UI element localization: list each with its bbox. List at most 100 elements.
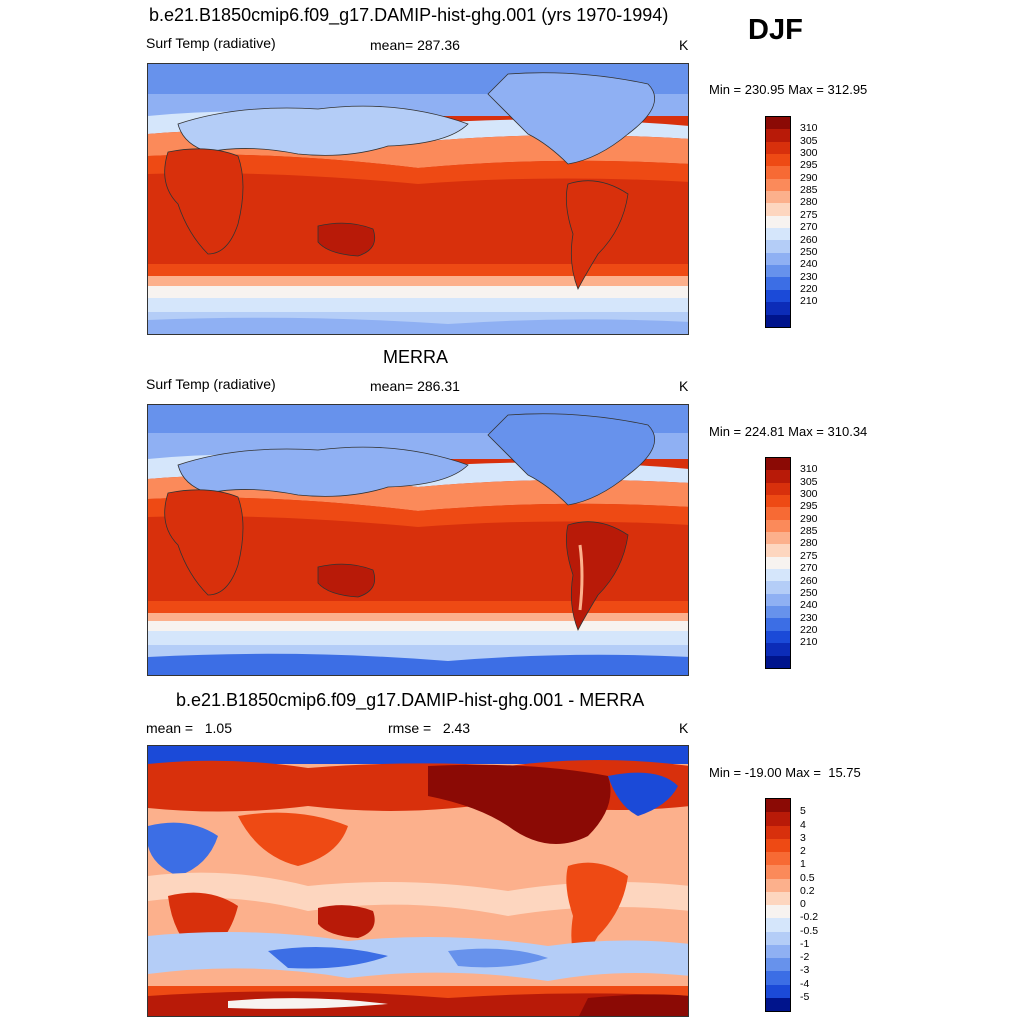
panel-3-rmse: rmse = 2.43 <box>388 720 471 736</box>
panel-2-map <box>147 404 689 676</box>
colorbar-tick-label: 230 <box>800 611 818 624</box>
panel-1-units: K <box>679 37 689 53</box>
colorbar-tick-label: 305 <box>800 134 818 147</box>
colorbar-tick-label: 275 <box>800 549 818 562</box>
colorbar-tick-label: -0.5 <box>800 924 819 937</box>
colorbar-swatch <box>766 178 790 192</box>
colorbar-swatch <box>766 277 790 290</box>
panel-1-minmax: Min = 230.95 Max = 312.95 <box>709 82 868 97</box>
colorbar-tick-label: 0.5 <box>800 871 815 884</box>
colorbar-tick-label: 250 <box>800 586 818 599</box>
colorbar-tick-label: 220 <box>800 282 818 295</box>
colorbar-tick-label: 260 <box>800 574 818 587</box>
colorbar-swatch <box>766 825 790 839</box>
colorbar-tick-label: 290 <box>800 171 818 184</box>
colorbar-swatch <box>766 302 790 315</box>
colorbar-tick-label: 260 <box>800 233 818 246</box>
panel-3-units: K <box>679 720 689 736</box>
colorbar-tick-label: 0 <box>800 898 806 910</box>
colorbar-swatch <box>766 838 790 852</box>
colorbar-tick-label: 295 <box>800 159 818 172</box>
panel-2-colorbar <box>765 457 791 669</box>
colorbar-swatch <box>766 495 790 508</box>
colorbar-tick-label: 295 <box>800 500 818 513</box>
colorbar-swatch <box>766 891 790 905</box>
colorbar-swatch <box>766 984 790 998</box>
colorbar-swatch <box>766 905 790 919</box>
colorbar-tick-label: 270 <box>800 562 818 575</box>
colorbar-swatch <box>766 997 790 1011</box>
colorbar-swatch <box>766 655 790 668</box>
colorbar-tick-label: 210 <box>800 295 818 308</box>
colorbar-swatch <box>766 519 790 533</box>
season-label: DJF <box>748 14 803 46</box>
colorbar-tick-label: -3 <box>800 964 810 977</box>
colorbar-tick-label: 5 <box>800 805 806 818</box>
colorbar-tick-label: 0.2 <box>800 884 815 897</box>
colorbar-swatch <box>766 606 790 619</box>
panel-2-mean: mean= 286.31 <box>370 378 460 394</box>
colorbar-swatch <box>766 191 790 204</box>
panel-1-title: b.e21.B1850cmip6.f09_g17.DAMIP-hist-ghg.… <box>149 5 669 25</box>
colorbar-tick-label: 310 <box>800 463 818 476</box>
colorbar-swatch <box>766 240 790 253</box>
colorbar-swatch <box>766 971 790 985</box>
colorbar-tick-label: 280 <box>800 196 818 209</box>
colorbar-tick-label: 250 <box>800 245 818 258</box>
colorbar-swatch <box>766 141 790 155</box>
panel-2-units: K <box>679 378 689 394</box>
colorbar-swatch <box>766 958 790 972</box>
colorbar-swatch <box>766 314 790 327</box>
colorbar-swatch <box>766 569 790 582</box>
colorbar-swatch <box>766 470 790 483</box>
colorbar-tick-label: 270 <box>800 221 818 234</box>
colorbar-tick-label: 285 <box>800 184 818 197</box>
colorbar-tick-label: -5 <box>800 990 810 1003</box>
colorbar-tick-label: 2 <box>800 845 806 857</box>
panel-2-variable: Surf Temp (radiative) <box>146 376 276 392</box>
panel-3-mean: mean = 1.05 <box>146 720 233 736</box>
panel-1-mean: mean= 287.36 <box>370 37 460 53</box>
colorbar-swatch <box>766 852 790 866</box>
colorbar-tick-label: 300 <box>800 488 818 501</box>
colorbar-swatch <box>766 799 790 813</box>
colorbar-tick-label: 220 <box>800 623 818 636</box>
colorbar-swatch <box>766 643 790 656</box>
colorbar-swatch <box>766 458 790 471</box>
colorbar-swatch <box>766 203 790 216</box>
colorbar-swatch <box>766 265 790 278</box>
panel-2-title: MERRA <box>383 347 449 367</box>
colorbar-tick-label: 305 <box>800 475 818 488</box>
colorbar-tick-label: -4 <box>800 977 810 990</box>
panel-3-minmax: Min = -19.00 Max = 15.75 <box>709 765 861 780</box>
colorbar-tick-label: 1 <box>800 858 806 871</box>
colorbar-swatch <box>766 129 790 142</box>
panel-1-map <box>147 63 689 335</box>
colorbar-swatch <box>766 878 790 892</box>
colorbar-tick-label: 290 <box>800 512 818 525</box>
colorbar-swatch <box>766 581 790 594</box>
colorbar-tick-label: -1 <box>800 937 810 950</box>
panel-3-map <box>147 745 689 1017</box>
colorbar-tick-label: 285 <box>800 525 818 538</box>
colorbar-swatch <box>766 532 790 545</box>
colorbar-swatch <box>766 630 790 644</box>
colorbar-swatch <box>766 931 790 945</box>
panel-2-minmax: Min = 224.81 Max = 310.34 <box>709 424 868 439</box>
colorbar-swatch <box>766 618 790 631</box>
colorbar-swatch <box>766 252 790 266</box>
colorbar-swatch <box>766 944 790 958</box>
colorbar-tick-label: -2 <box>800 951 810 963</box>
panel-1-colorbar <box>765 116 791 328</box>
colorbar-swatch <box>766 154 790 167</box>
colorbar-tick-label: 3 <box>800 831 806 844</box>
panel-3-title: b.e21.B1850cmip6.f09_g17.DAMIP-hist-ghg.… <box>176 690 645 710</box>
colorbar-swatch <box>766 215 790 229</box>
colorbar-swatch <box>766 812 790 826</box>
panel-1-variable: Surf Temp (radiative) <box>146 35 276 51</box>
colorbar-swatch <box>766 507 790 520</box>
colorbar-swatch <box>766 117 790 130</box>
colorbar-swatch <box>766 289 790 303</box>
colorbar-tick-label: 280 <box>800 537 818 550</box>
colorbar-tick-label: 240 <box>800 599 818 612</box>
